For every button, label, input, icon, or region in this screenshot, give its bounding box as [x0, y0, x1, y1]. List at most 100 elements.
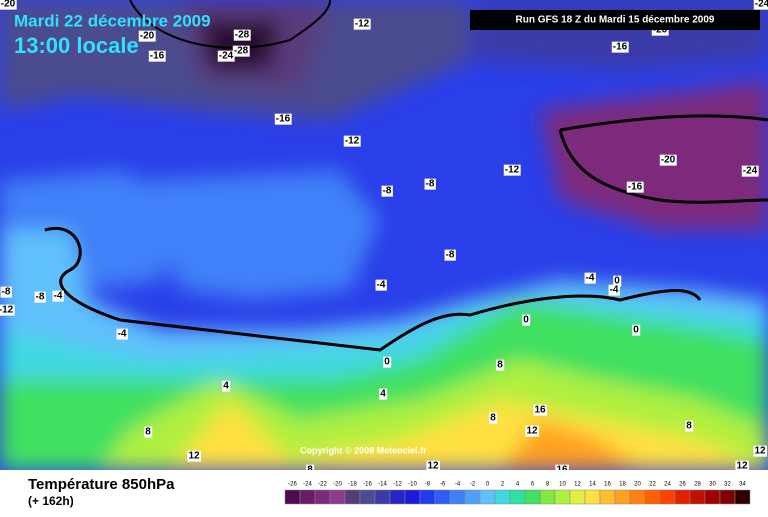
contour-label-bg — [222, 380, 231, 392]
contour-label: -8 — [426, 179, 435, 190]
contour-label: -4 — [377, 280, 386, 291]
legend-tick-label: 4 — [516, 482, 520, 488]
legend-tick-label: 26 — [679, 482, 686, 488]
legend-swatch — [299, 489, 316, 505]
legend-tick-label: -16 — [363, 482, 372, 488]
contour-label-bg — [426, 460, 440, 472]
contour-label-bg — [525, 425, 539, 437]
contour-label: 12 — [188, 451, 200, 462]
contour-label: -28 — [234, 46, 249, 57]
contour-label: 4 — [223, 381, 229, 392]
legend-swatch — [689, 489, 706, 505]
contour-label: 8 — [497, 360, 503, 371]
legend-tick-label: -4 — [455, 482, 461, 488]
legend-tick-label: -12 — [393, 482, 402, 488]
contour-label: -16 — [276, 114, 291, 125]
legend-swatch — [449, 489, 466, 505]
contour-label-bg — [381, 185, 393, 197]
legend-tick-label: 34 — [739, 482, 746, 488]
legend-swatch — [674, 489, 691, 505]
legend-swatch — [284, 489, 301, 505]
contour-label: -20 — [653, 25, 668, 36]
contour-label-bg — [0, 286, 12, 298]
contour-label-bg — [741, 165, 759, 177]
legend-tick-label: 12 — [574, 482, 581, 488]
contour-label: 12 — [427, 461, 439, 472]
contour-label: 8 — [686, 421, 692, 432]
legend-tick-label: 10 — [559, 482, 566, 488]
run-info: Run GFS 18 Z du Mardi 15 décembre 2009 — [516, 15, 715, 26]
legend-swatch — [569, 489, 586, 505]
contour-label: -4 — [610, 285, 619, 296]
contour-label: 0 — [633, 325, 639, 336]
contour-label-bg — [651, 24, 669, 36]
legend-swatch — [524, 489, 541, 505]
legend-tick-label: -2 — [470, 482, 476, 488]
legend-tick-label: 18 — [619, 482, 626, 488]
contour-label: -16 — [628, 182, 643, 193]
legend-tick-label: 30 — [709, 482, 716, 488]
contour-label-bg — [383, 356, 392, 368]
contour-label: 8 — [490, 413, 496, 424]
contour-label-bg — [138, 30, 156, 42]
legend-tick-label: -18 — [348, 482, 357, 488]
contour-label-bg — [613, 275, 622, 287]
contour-label-bg — [533, 404, 547, 416]
contour-label-bg — [379, 388, 388, 400]
legend-swatch — [359, 489, 376, 505]
legend-tick-label: 20 — [634, 482, 641, 488]
contour-label: 16 — [534, 405, 546, 416]
contour-label-bg — [496, 359, 505, 371]
contour-label: 12 — [736, 461, 748, 472]
contour-label: -20 — [1, 0, 16, 10]
contour-label-bg — [116, 328, 128, 340]
legend-swatch — [434, 489, 451, 505]
contour-label-bg — [274, 113, 292, 125]
contour-label-bg — [187, 450, 201, 462]
contour-label-bg — [52, 290, 64, 302]
contour-label: -8 — [2, 287, 11, 298]
contour-label: -4 — [118, 329, 127, 340]
contour-label: -8 — [36, 292, 45, 303]
contour-label-bg — [489, 412, 498, 424]
contour-label-bg — [353, 18, 371, 30]
contour-label-bg — [735, 460, 749, 472]
contour-label-bg — [444, 249, 456, 261]
legend-swatch — [734, 489, 751, 505]
contour-label: 12 — [754, 446, 766, 457]
date: Mardi 22 décembre 2009 — [14, 11, 211, 30]
contour-label: -16 — [150, 51, 165, 62]
contour-label: -12 — [0, 305, 14, 316]
legend-swatch — [464, 489, 481, 505]
contour-label: -24 — [219, 51, 234, 62]
parameter: Température 850hPa — [28, 476, 175, 493]
legend-tick-label: 32 — [724, 482, 731, 488]
lead-time: (+ 162h) — [28, 494, 74, 508]
contour-label: -24 — [755, 0, 768, 10]
contour-label-bg — [375, 279, 387, 291]
contour-label-bg — [148, 50, 166, 62]
contour-label-bg — [0, 304, 15, 316]
contour-label-bg — [753, 445, 767, 457]
legend-swatch — [389, 489, 406, 505]
run-box — [470, 10, 760, 30]
map-field — [0, 0, 768, 470]
legend-tick-label: -26 — [288, 482, 297, 488]
contour-label: -28 — [235, 30, 250, 41]
contour-label: 12 — [526, 426, 538, 437]
contour-label-bg — [343, 135, 361, 147]
legend-swatch — [404, 489, 421, 505]
legend-swatch — [584, 489, 601, 505]
contour-label: -20 — [140, 31, 155, 42]
contour-label: 0 — [384, 357, 390, 368]
contour-label: -12 — [355, 19, 370, 30]
legend-tick-label: 22 — [649, 482, 656, 488]
legend-swatch — [344, 489, 361, 505]
contour-label: -4 — [54, 291, 63, 302]
contour-label-bg — [626, 181, 644, 193]
contour-label-bg — [584, 272, 596, 284]
legend-tick-label: 2 — [501, 482, 505, 488]
legend-tick-label: -8 — [425, 482, 431, 488]
legend-tick-label: 16 — [604, 482, 611, 488]
